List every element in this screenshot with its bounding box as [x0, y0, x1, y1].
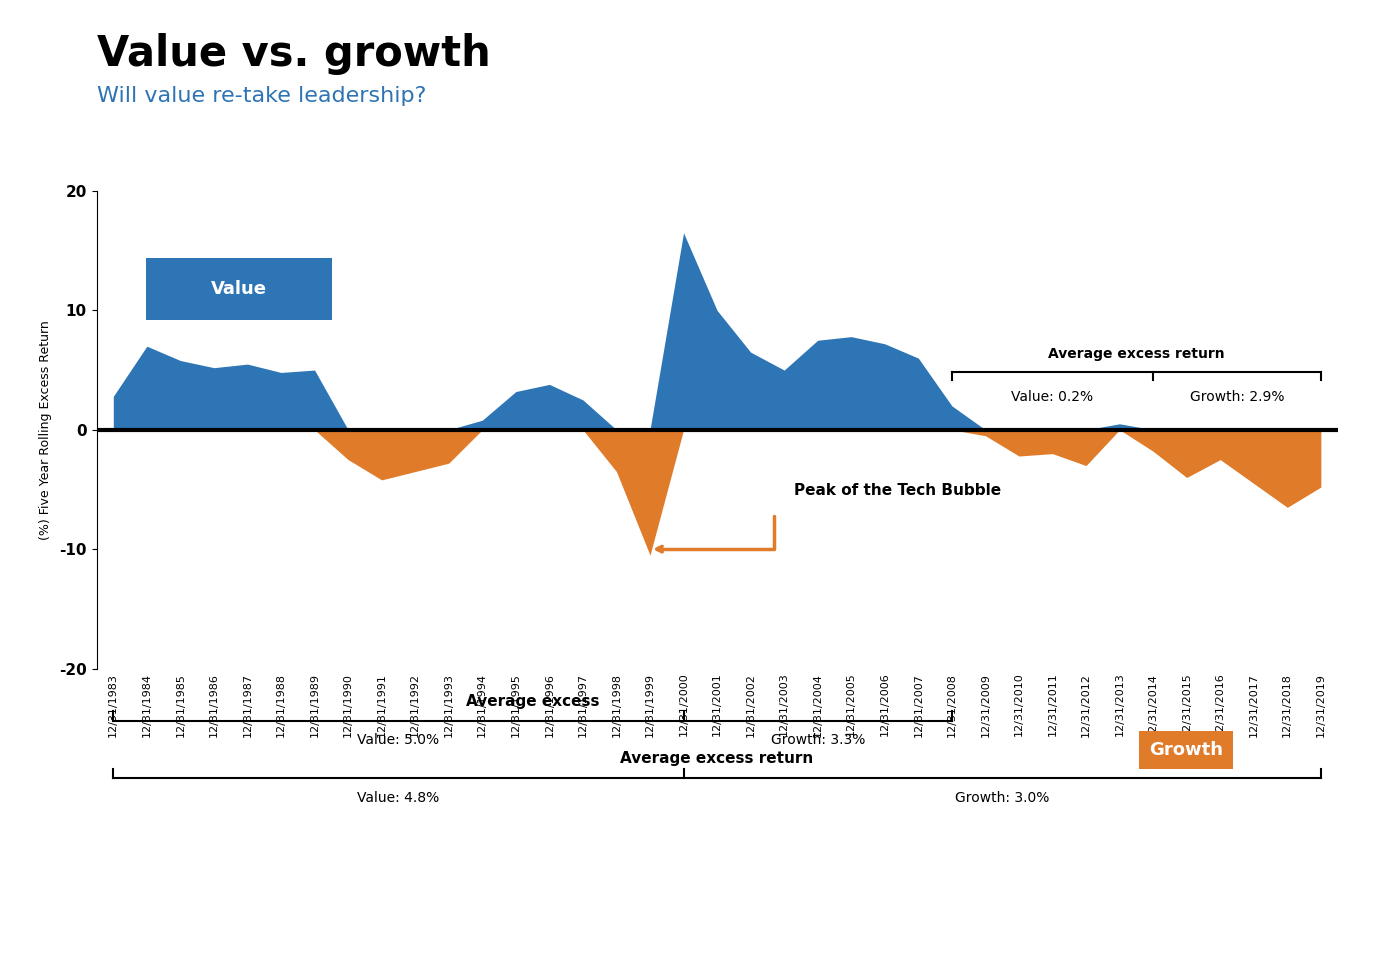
Text: Growth: 2.9%: Growth: 2.9%: [1190, 390, 1284, 404]
Y-axis label: (%) Five Year Rolling Excess Return: (%) Five Year Rolling Excess Return: [39, 320, 52, 540]
Text: Average excess: Average excess: [466, 693, 600, 709]
Text: Value: 5.0%: Value: 5.0%: [357, 733, 440, 748]
Text: Growth: Growth: [1149, 741, 1223, 758]
Text: Value: 0.2%: Value: 0.2%: [1011, 390, 1094, 404]
Text: Will value re-take leadership?: Will value re-take leadership?: [97, 86, 426, 106]
Text: Value: Value: [211, 280, 268, 298]
Text: Growth: 3.3%: Growth: 3.3%: [771, 733, 865, 748]
Text: Average excess return: Average excess return: [1048, 347, 1225, 361]
Text: Growth: 3.0%: Growth: 3.0%: [956, 791, 1049, 805]
FancyBboxPatch shape: [146, 258, 332, 320]
Text: Value: 4.8%: Value: 4.8%: [357, 791, 440, 805]
Text: Peak of the Tech Bubble: Peak of the Tech Bubble: [794, 483, 1001, 498]
Text: Average excess return: Average excess return: [621, 751, 814, 766]
Text: Value vs. growth: Value vs. growth: [97, 33, 491, 75]
